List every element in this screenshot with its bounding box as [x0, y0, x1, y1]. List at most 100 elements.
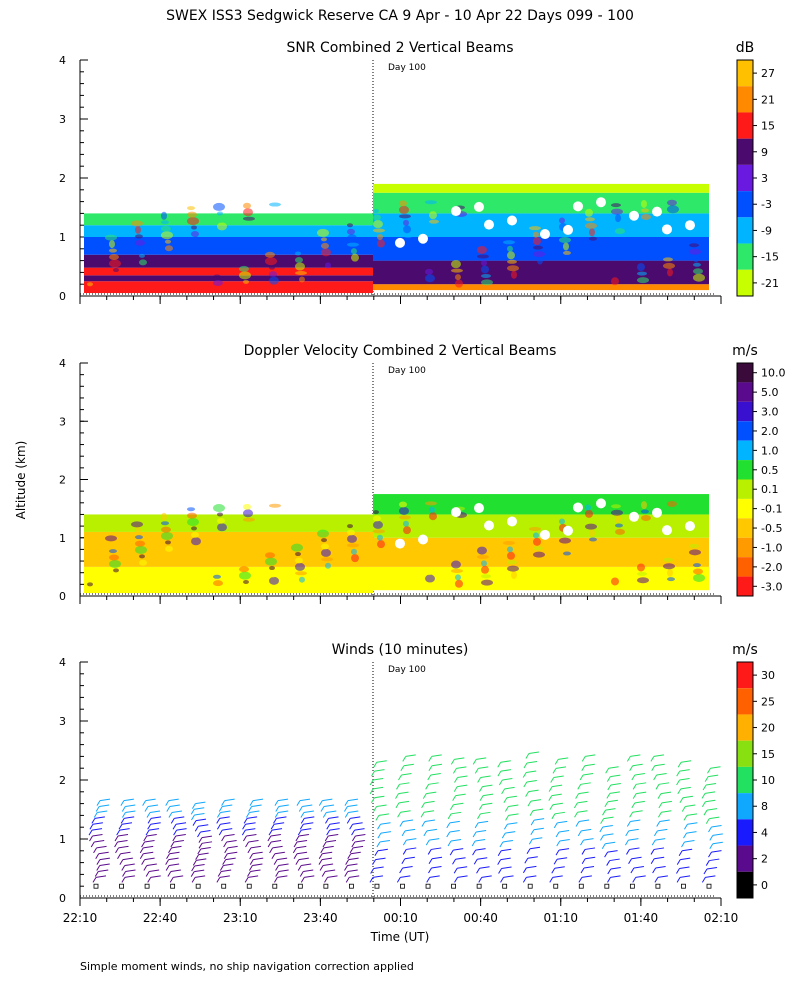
wind-barb: [457, 866, 468, 869]
heatmap-speckle: [105, 234, 117, 241]
wind-barb: [480, 811, 491, 815]
wind-barb: [656, 773, 667, 776]
heatmap-speckle: [399, 506, 409, 515]
x-tick-label: 02:10: [704, 911, 739, 925]
heatmap-speckle: [481, 560, 487, 567]
wind-barb: [372, 875, 384, 878]
heatmap-speckle: [373, 520, 383, 529]
wind-barb-staff: [96, 865, 101, 871]
heatmap-speckle: [191, 537, 201, 546]
wind-barb: [657, 875, 668, 878]
colorbar-label: 15: [761, 120, 775, 133]
heatmap-speckle: [481, 265, 489, 274]
wind-barb: [529, 846, 541, 850]
y-tick-label: 2: [59, 172, 66, 185]
wind-barb-staff: [548, 795, 553, 801]
heatmap-speckle: [477, 254, 489, 259]
colorbar-label: 25: [761, 695, 775, 708]
wind-barb: [299, 798, 311, 802]
wind-barb: [146, 834, 157, 837]
wind-barb: [431, 754, 442, 757]
colorbar-segment: [737, 518, 753, 538]
wind-barb: [296, 845, 307, 849]
wind-barb-staff: [349, 823, 354, 830]
wind-barb: [355, 834, 366, 837]
wind-barb: [125, 869, 136, 872]
heatmap-speckle: [113, 568, 119, 573]
heatmap-speckle: [611, 208, 623, 215]
colorbar-label: 30: [761, 669, 775, 682]
heatmap-gap: [540, 229, 550, 240]
wind-barb-staff: [245, 812, 250, 818]
wind-barb: [653, 847, 665, 850]
wind-barb: [144, 839, 155, 843]
wind-barb-staff: [524, 858, 529, 864]
heatmap-speckle: [109, 540, 115, 549]
wind-barb-staff: [555, 849, 560, 856]
wind-barb-staff: [374, 850, 379, 857]
wind-barb-staff: [224, 847, 229, 854]
heatmap-speckle: [693, 554, 699, 563]
wind-barb-staff: [344, 806, 348, 812]
wind-barb: [457, 875, 468, 878]
heatmap-gap: [474, 201, 484, 212]
heatmap-speckle: [667, 276, 675, 281]
wind-barb: [401, 773, 412, 776]
heatmap-speckle: [689, 243, 699, 248]
wind-barb-staff: [216, 877, 221, 883]
wind-barb: [323, 863, 334, 867]
wind-barb-staff: [91, 818, 96, 824]
wind-barb-staff: [373, 806, 378, 812]
heatmap-speckle: [269, 576, 279, 585]
calm-marker: [502, 883, 508, 889]
wind-barb: [348, 857, 359, 861]
wind-barb-staff: [345, 877, 350, 883]
wind-barb: [272, 845, 283, 849]
wind-barb: [198, 824, 209, 827]
wind-barb-staff: [606, 776, 611, 782]
heatmap-speckle: [399, 200, 407, 207]
heatmap-speckle: [667, 506, 679, 515]
heatmap-speckle: [87, 282, 93, 287]
heatmap-speckle: [347, 228, 355, 235]
wind-barb: [99, 863, 110, 867]
wind-barb: [424, 800, 435, 804]
wind-barb: [124, 875, 135, 878]
wind-barb-staff: [372, 859, 376, 865]
wind-barb-staff: [552, 768, 557, 774]
heatmap-speckle: [589, 537, 597, 542]
wind-barb: [660, 791, 672, 795]
wind-barb: [632, 810, 643, 813]
heatmap-speckle: [291, 543, 303, 552]
wind-barb-staff: [139, 853, 144, 860]
wind-barb-staff: [683, 815, 688, 821]
wind-barb: [482, 802, 493, 806]
heatmap-gap: [573, 502, 583, 513]
colorbar-segment: [737, 363, 753, 383]
wind-barb-staff: [94, 871, 99, 877]
colorbar-label: -21: [761, 277, 779, 290]
wind-barb: [659, 819, 670, 823]
wind-barb-staff: [217, 871, 222, 877]
wind-barb-staff: [90, 841, 95, 848]
heatmap-speckle: [217, 222, 227, 231]
wind-barb-staff: [606, 860, 611, 866]
wind-barb-staff: [630, 867, 635, 874]
wind-barb: [301, 828, 312, 831]
wind-barb: [350, 851, 361, 855]
x-tick-label: 00:40: [463, 911, 498, 925]
heatmap-gap: [451, 507, 461, 518]
wind-barb-staff: [446, 831, 451, 838]
chart-title: Winds (10 minutes): [332, 642, 469, 658]
wind-barb: [406, 847, 417, 850]
wind-barb-staff: [578, 877, 583, 883]
heatmap-speckle: [131, 521, 143, 528]
wind-barb: [119, 828, 130, 831]
wind-barb-staff: [95, 806, 100, 812]
wind-barb-staff: [503, 823, 508, 830]
wind-barb-staff: [651, 765, 656, 771]
heatmap-band-day099: [84, 281, 373, 294]
heatmap-speckle: [559, 217, 565, 224]
wind-barb-staff: [369, 788, 374, 795]
wind-barb: [478, 820, 489, 824]
